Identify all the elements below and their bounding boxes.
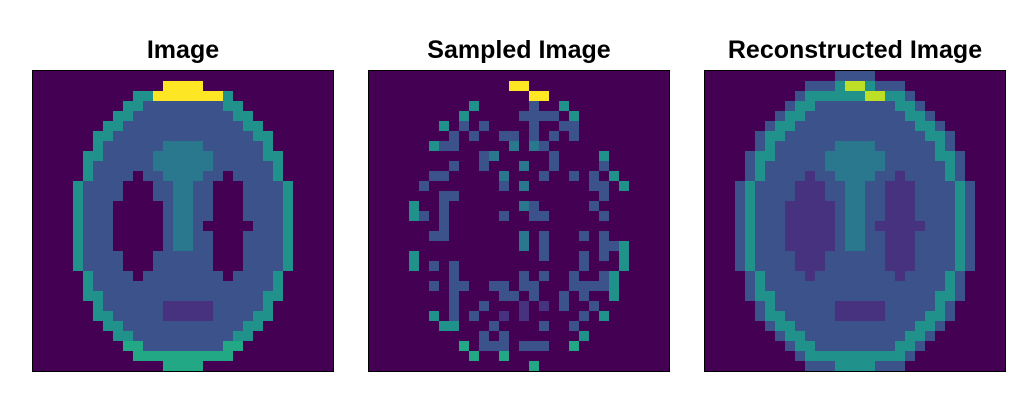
image-frame	[704, 70, 1006, 372]
panel-title: Reconstructed Image	[727, 36, 983, 64]
panel-sampled-image: Sampled Image	[368, 30, 670, 372]
panel-reconstructed-image: Reconstructed Image	[704, 30, 1006, 372]
panel-image: Image	[32, 30, 334, 372]
image-frame	[368, 70, 670, 372]
image-frame	[32, 70, 334, 372]
panel-title: Image	[146, 36, 220, 64]
sampled-image	[369, 71, 669, 371]
panel-title: Sampled Image	[427, 36, 611, 64]
reconstructed-image	[705, 71, 1005, 371]
phantom-image	[33, 71, 333, 371]
